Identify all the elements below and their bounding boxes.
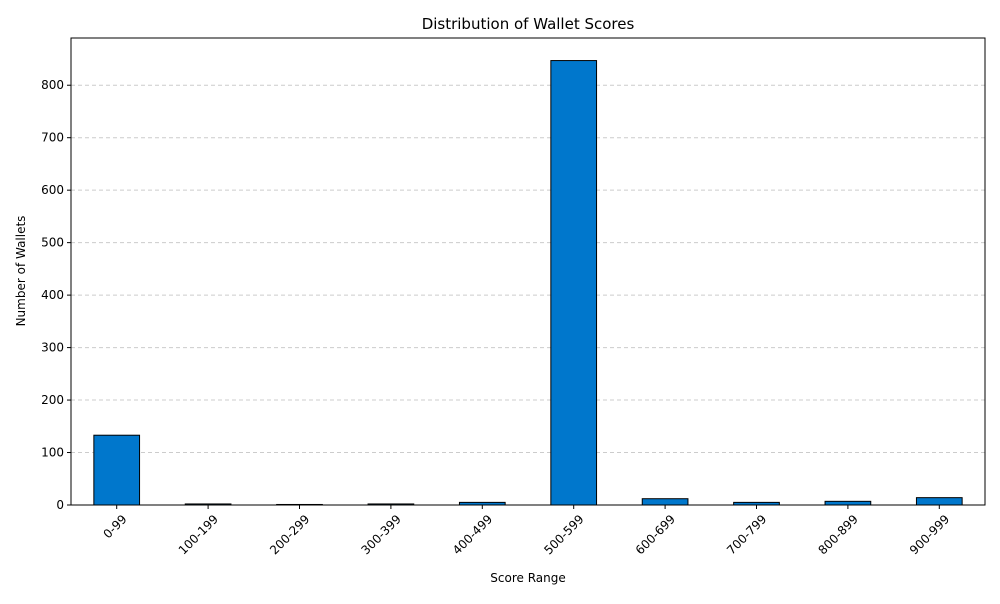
bar-0-99 <box>93 434 141 506</box>
y-tick-label: 200 <box>41 393 64 407</box>
x-tick-label: 800-899 <box>815 512 860 557</box>
x-tick-label: 200-299 <box>267 512 312 557</box>
y-axis-label: Number of Wallets <box>14 216 28 327</box>
x-tick-label: 300-399 <box>358 512 403 557</box>
x-axis: 0-99 100-199 200-299 300-399 400-499 500-599 6… <box>100 505 952 557</box>
y-tick-label: 800 <box>41 78 64 92</box>
y-axis: 0 100 200 300 400 500 600 700 800 <box>41 78 71 512</box>
y-tick-label: 600 <box>41 183 64 197</box>
x-tick-label: 500-599 <box>541 512 586 557</box>
bars <box>93 60 963 506</box>
chart-title: Distribution of Wallet Scores <box>422 15 635 33</box>
x-tick-label: 0-99 <box>100 512 129 541</box>
x-tick-label: 100-199 <box>176 512 221 557</box>
x-tick-label: 400-499 <box>450 512 495 557</box>
bar-900-999 <box>915 497 963 506</box>
y-tick-label: 500 <box>41 236 64 250</box>
y-tick-label: 100 <box>41 446 64 460</box>
y-tick-label: 300 <box>41 341 64 355</box>
y-tick-label: 700 <box>41 131 64 145</box>
y-tick-label: 0 <box>56 498 64 512</box>
x-axis-label: Score Range <box>490 571 565 585</box>
x-tick-label: 600-699 <box>633 512 678 557</box>
y-tick-label: 400 <box>41 288 64 302</box>
bar-800-899 <box>824 500 872 506</box>
grid-lines <box>71 84 985 454</box>
plot-frame <box>70 37 986 506</box>
x-tick-label: 700-799 <box>724 512 769 557</box>
x-tick-label: 900-999 <box>907 512 952 557</box>
bar-600-699 <box>641 498 689 506</box>
bar-500-599 <box>550 60 598 506</box>
